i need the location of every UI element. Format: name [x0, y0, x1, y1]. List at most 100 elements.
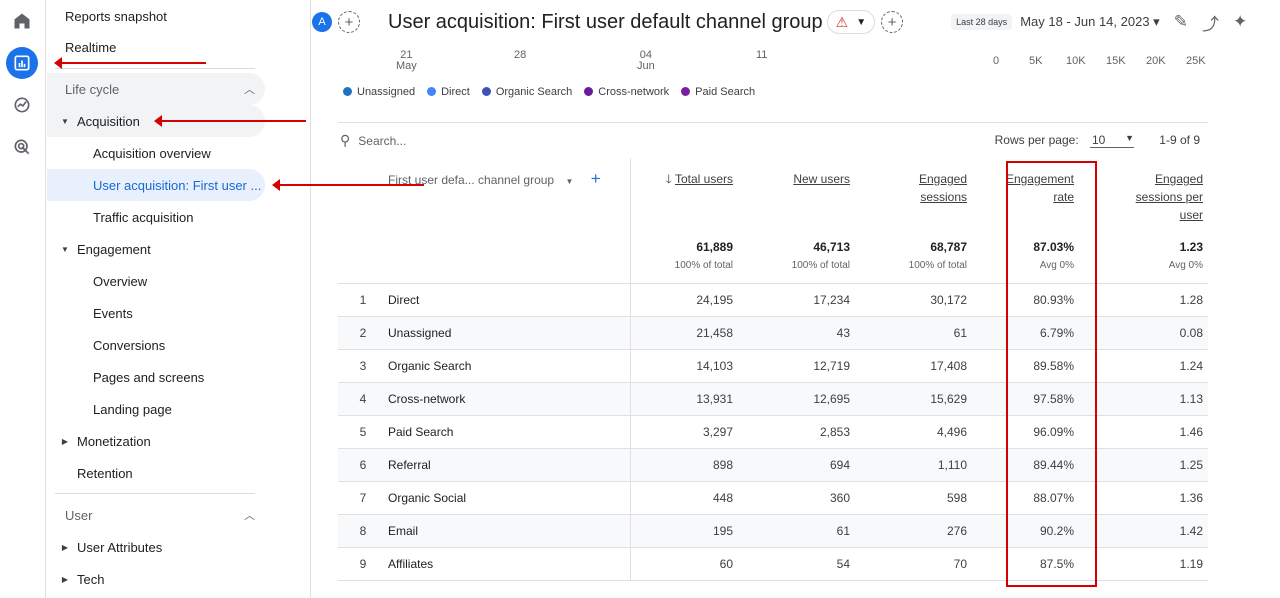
metric-cell: 14,103	[630, 348, 739, 382]
section-user[interactable]: User ︿	[47, 499, 265, 531]
total-sub: 100% of total	[908, 260, 968, 271]
table-row[interactable]: 7 Organic Social 448 360 598 88.07% 1.36	[338, 480, 1209, 514]
sidebar-item-label: Pages and screens	[93, 369, 205, 385]
column-header-engagement-rate[interactable]: Engagement rate	[972, 158, 1090, 236]
sidebar-item-tech[interactable]: ▶ Tech	[47, 563, 265, 595]
total-cell: 1.23 Avg 0%	[1090, 236, 1208, 283]
sidebar-item-label: Monetization	[77, 433, 151, 449]
dimension-header[interactable]: First user defa... channel group ▼ +	[338, 158, 631, 236]
column-header-new-users[interactable]: New users	[738, 158, 855, 236]
sidebar-item-engagement[interactable]: ▼ Engagement	[47, 233, 265, 265]
row-dimension: Organic Social	[388, 480, 631, 514]
metric-cell: 89.58%	[972, 348, 1091, 382]
edit-report-icon[interactable]: ✎	[1173, 12, 1188, 31]
sidebar-item-label: User Attributes	[77, 539, 163, 555]
divider	[55, 68, 255, 69]
reports-icon[interactable]	[6, 47, 38, 79]
metric-cell: 24,195	[630, 282, 739, 316]
metric-cell: 1.28	[1090, 282, 1209, 316]
metric-cell: 17,234	[738, 282, 856, 316]
sidebar-item-user-attributes[interactable]: ▶ User Attributes	[47, 531, 265, 563]
divider	[55, 493, 255, 494]
metric-cell: 13,931	[630, 381, 739, 415]
section-label: User	[65, 507, 93, 523]
rows-per-page-select[interactable]: 10 ▼	[1090, 133, 1134, 148]
column-header-engaged-sessions[interactable]: Engaged sessions	[855, 158, 972, 236]
metric-cell: 87.5%	[972, 546, 1091, 581]
sidebar-item-events[interactable]: Events	[47, 297, 265, 329]
sidebar-item-realtime[interactable]: Realtime	[47, 31, 265, 63]
metric-cell: 1.36	[1090, 480, 1209, 514]
home-icon[interactable]	[6, 5, 38, 37]
sidebar-item-reports-snapshot[interactable]: Reports snapshot	[47, 0, 265, 32]
legend-swatch	[681, 87, 691, 96]
caret-down-icon: ▼	[61, 116, 69, 126]
total-sub: 100% of total	[791, 260, 851, 271]
column-header-engaged-sessions-per-user[interactable]: Engaged sessions per user	[1090, 158, 1208, 236]
table-row[interactable]: 3 Organic Search 14,103 12,719 17,408 89.58% 1…	[338, 348, 1209, 382]
add-filter-button[interactable]: +	[881, 11, 904, 33]
sidebar-item-label: Realtime	[65, 39, 117, 55]
legend-label: Organic Search	[495, 86, 573, 98]
add-dimension-icon[interactable]: +	[590, 169, 601, 188]
metric-cell: 17,408	[855, 348, 973, 382]
sidebar-item-acquisition-overview[interactable]: Acquisition overview	[47, 137, 265, 169]
sidebar-item-landing-page[interactable]: Landing page	[47, 393, 265, 425]
sidebar-item-conversions[interactable]: Conversions	[47, 329, 265, 361]
table-row[interactable]: 5 Paid Search 3,297 2,853 4,496 96.09% 1.46	[338, 414, 1209, 448]
row-dimension: Organic Search	[388, 348, 631, 382]
metric-cell: 4,496	[855, 414, 973, 448]
row-dimension: Direct	[388, 282, 631, 316]
sidebar-item-label: Reports snapshot	[65, 8, 167, 24]
chart-axis: 21 May 28 04 Jun 11 0 5K 10K 15K 20K 25K	[0, 50, 1280, 80]
table-row[interactable]: 6 Referral 898 694 1,110 89.44% 1.25	[338, 447, 1209, 481]
search-input[interactable]: Search...	[358, 133, 407, 148]
dimension-header-label: First user defa... channel group	[388, 173, 555, 187]
column-header-total-users[interactable]: 🡓 Total users	[630, 158, 738, 236]
pagination-status: 1-9 of 9	[1159, 133, 1200, 147]
sidebar-item-label: Events	[93, 305, 133, 321]
sidebar-item-retention[interactable]: Retention	[47, 457, 265, 489]
metric-cell: 89.44%	[972, 447, 1091, 481]
insights-icon[interactable]: ✦	[1232, 12, 1248, 31]
row-index: 6	[338, 447, 388, 481]
share-icon[interactable]: ⤴	[1201, 14, 1219, 34]
metric-cell: 90.2%	[972, 513, 1091, 547]
advertising-icon[interactable]	[6, 131, 38, 163]
metric-cell: 1.42	[1090, 513, 1209, 547]
explore-icon[interactable]	[6, 89, 38, 121]
row-dimension: Referral	[388, 447, 631, 481]
sort-down-icon: 🡓	[665, 172, 672, 186]
metric-cell: 898	[630, 447, 739, 481]
sidebar-item-user-acquisition[interactable]: User acquisition: First user ...	[47, 169, 265, 201]
sidebar-item-label: User acquisition: First user ...	[93, 177, 262, 193]
add-comparison-button[interactable]: +	[338, 11, 360, 33]
metric-cell: 1.19	[1090, 546, 1209, 581]
comparison-avatar[interactable]: A	[312, 12, 332, 32]
row-index: 8	[338, 513, 388, 547]
sidebar-item-traffic-acquisition[interactable]: Traffic acquisition	[47, 201, 265, 233]
sidebar-item-monetization[interactable]: ▶ Monetization	[47, 425, 265, 457]
sidebar-item-pages-and-screens[interactable]: Pages and screens	[47, 361, 265, 393]
caret-right-icon: ▶	[61, 542, 69, 552]
data-quality-chip[interactable]: ⚠ ▼	[826, 10, 876, 34]
metric-cell: 43	[738, 315, 856, 349]
page-title: User acquisition: First user default cha…	[388, 10, 823, 33]
x-tick: 21 May	[396, 50, 417, 72]
table-row[interactable]: 9 Affiliates 60 54 70 87.5% 1.19	[338, 546, 1209, 581]
metric-cell: 61	[855, 315, 973, 349]
value-tick: 20K	[1146, 55, 1166, 67]
caret-right-icon: ▶	[61, 436, 69, 446]
x-tick: 28	[514, 50, 526, 61]
table-row[interactable]: 8 Email 195 61 276 90.2% 1.42	[338, 513, 1209, 547]
total-cell: 68,787 100% of total	[855, 236, 972, 283]
table-row[interactable]: 4 Cross-network 13,931 12,695 15,629 97.58% 1.…	[338, 381, 1209, 415]
table-row[interactable]: 1 Direct 24,195 17,234 30,172 80.93% 1.28	[338, 282, 1209, 316]
metric-cell: 21,458	[630, 315, 739, 349]
date-range-picker[interactable]: May 18 - Jun 14, 2023 ▾	[1020, 14, 1160, 29]
sidebar-item-overview[interactable]: Overview	[47, 265, 265, 297]
search-icon: ⚲	[340, 132, 351, 148]
table-row[interactable]: 2 Unassigned 21,458 43 61 6.79% 0.08	[338, 315, 1209, 349]
caret-down-icon[interactable]: ▼	[565, 177, 574, 186]
section-life-cycle[interactable]: Life cycle ︿	[47, 73, 265, 105]
